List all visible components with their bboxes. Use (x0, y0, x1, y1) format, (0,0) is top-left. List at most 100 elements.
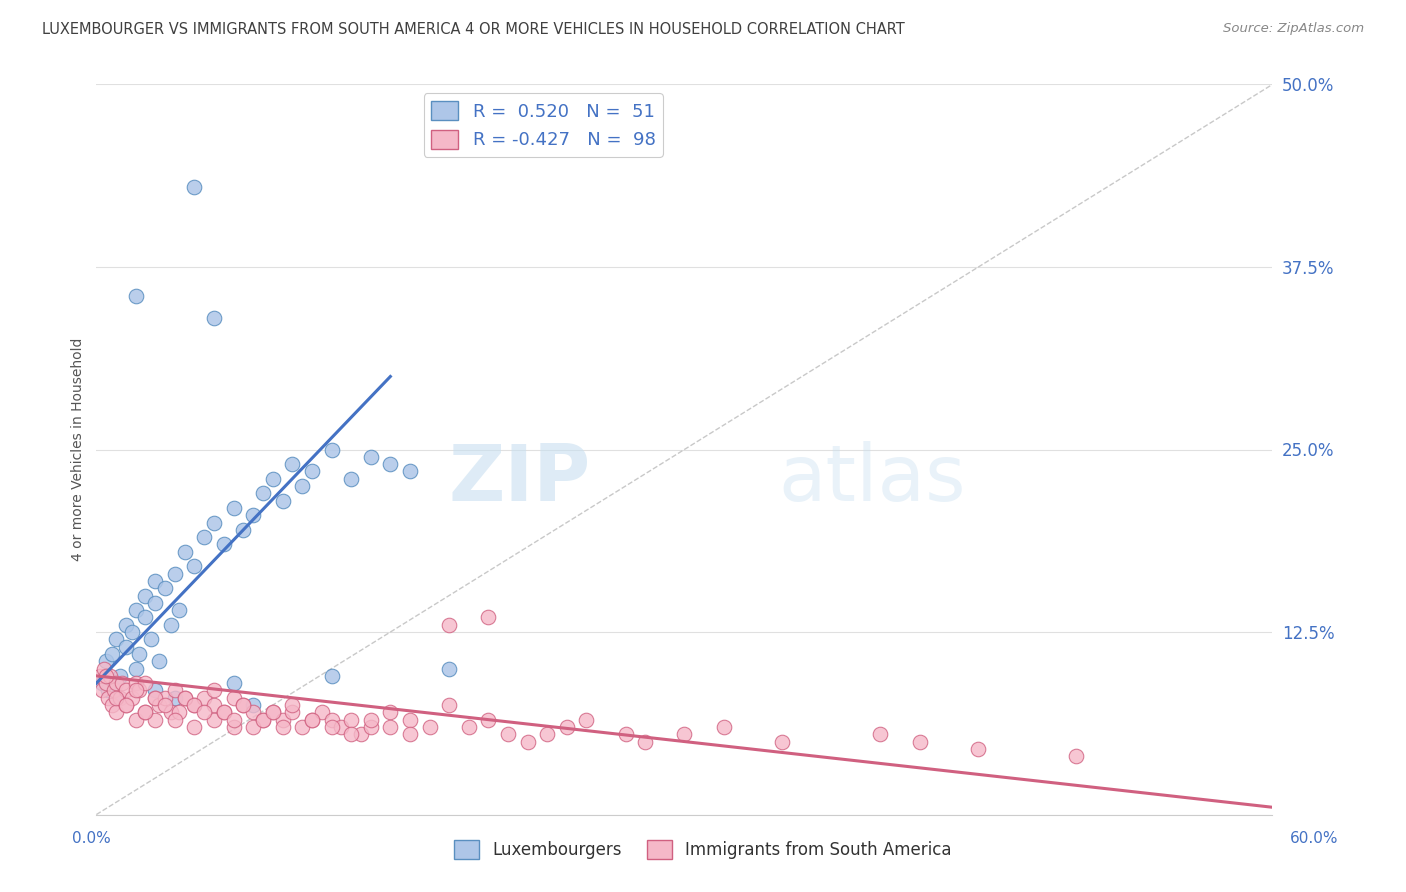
Point (271, 713, 294, 727)
Point (193, 690, 215, 705)
Point (104, 706, 127, 720)
Text: atlas: atlas (779, 441, 966, 516)
Point (111, 676, 134, 690)
Y-axis label: 4 or more Vehicles in Household: 4 or more Vehicles in Household (72, 338, 86, 561)
Point (908, 734, 931, 748)
Point (202, 311, 225, 326)
Point (134, 610, 156, 624)
Point (91, 683, 114, 698)
Point (104, 690, 127, 705)
Point (869, 727, 891, 741)
Point (516, 734, 538, 748)
Point (134, 589, 156, 603)
Point (321, 720, 343, 734)
Point (167, 603, 190, 617)
Point (124, 713, 146, 727)
Point (301, 713, 323, 727)
Point (89, 669, 111, 683)
Point (202, 713, 225, 727)
Point (281, 706, 304, 720)
Point (101, 698, 124, 712)
Point (97, 690, 120, 705)
Point (437, 617, 460, 632)
Legend: R =  0.520   N =  51, R = -0.427   N =  98: R = 0.520 N = 51, R = -0.427 N = 98 (423, 94, 662, 157)
Point (555, 720, 578, 734)
Point (673, 727, 696, 741)
Point (124, 683, 146, 698)
Text: LUXEMBOURGER VS IMMIGRANTS FROM SOUTH AMERICA 4 OR MORE VEHICLES IN HOUSEHOLD CO: LUXEMBOURGER VS IMMIGRANTS FROM SOUTH AM… (42, 22, 905, 37)
Point (242, 706, 264, 720)
Text: ZIP: ZIP (449, 441, 591, 516)
Point (496, 727, 519, 741)
Point (114, 698, 136, 712)
Text: Source: ZipAtlas.com: Source: ZipAtlas.com (1223, 22, 1364, 36)
Point (770, 734, 793, 748)
Point (437, 661, 460, 675)
Point (173, 545, 195, 559)
Point (167, 706, 190, 720)
Point (173, 690, 195, 705)
Point (330, 720, 353, 734)
Point (103, 683, 125, 698)
Point (193, 530, 215, 544)
Point (143, 690, 166, 705)
Point (340, 727, 363, 741)
Point (114, 683, 136, 698)
Text: 0.0%: 0.0% (72, 831, 111, 846)
Point (340, 472, 363, 486)
Point (212, 706, 235, 720)
Point (114, 640, 136, 654)
Point (222, 713, 245, 727)
Point (94, 654, 117, 668)
Point (311, 706, 333, 720)
Point (350, 727, 373, 741)
Point (291, 720, 314, 734)
Point (967, 742, 990, 756)
Text: 60.0%: 60.0% (1291, 831, 1339, 846)
Point (340, 713, 363, 727)
Point (360, 450, 382, 464)
Point (399, 727, 422, 741)
Point (183, 698, 205, 712)
Point (183, 559, 205, 574)
Point (121, 690, 143, 705)
Point (94, 669, 117, 683)
Point (614, 727, 637, 741)
Legend: Luxembourgers, Immigrants from South America: Luxembourgers, Immigrants from South Ame… (447, 834, 959, 866)
Point (163, 690, 186, 705)
Point (232, 698, 254, 712)
Point (301, 464, 323, 478)
Point (252, 713, 274, 727)
Point (114, 698, 136, 712)
Point (104, 690, 127, 705)
Point (262, 472, 284, 486)
Point (193, 706, 215, 720)
Point (153, 698, 176, 712)
Point (242, 508, 264, 523)
Point (148, 698, 170, 712)
Point (98, 669, 121, 683)
Point (141, 632, 163, 647)
Point (536, 727, 558, 741)
Point (399, 464, 422, 478)
Point (143, 574, 166, 588)
Point (437, 698, 460, 712)
Point (134, 706, 156, 720)
Point (232, 698, 254, 712)
Point (380, 706, 402, 720)
Point (222, 690, 245, 705)
Point (183, 698, 205, 712)
Point (97, 683, 120, 698)
Point (128, 647, 150, 661)
Point (477, 713, 499, 727)
Point (321, 669, 343, 683)
Point (124, 289, 146, 303)
Point (222, 500, 245, 515)
Point (134, 676, 156, 690)
Point (183, 720, 205, 734)
Point (477, 610, 499, 624)
Point (94, 676, 117, 690)
Point (143, 683, 166, 698)
Point (202, 698, 225, 712)
Point (634, 734, 657, 748)
